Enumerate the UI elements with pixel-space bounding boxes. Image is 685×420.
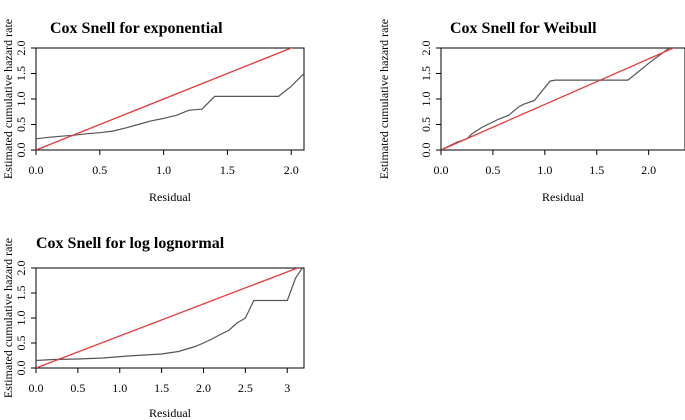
y-tick-label: 1.0 xyxy=(14,92,28,107)
y-tick-label: 1.0 xyxy=(14,311,28,326)
series-line-reference xyxy=(441,48,675,150)
y-tick-label: 0.0 xyxy=(419,143,433,158)
series-line-estimate xyxy=(36,73,304,140)
y-axis-label: Estimated cumulative hazard rate xyxy=(1,238,15,398)
x-axis-label: Residual xyxy=(149,406,192,420)
y-tick-label: 2.0 xyxy=(14,41,28,56)
x-axis-label: Residual xyxy=(149,190,192,204)
chart-panel-3: Cox Snell for log lognormal 0.0 0.5 1.0 1.5 2… xyxy=(1,235,305,420)
x-tick-label: 0.5 xyxy=(70,381,85,395)
y-tick-label: 0.0 xyxy=(14,143,28,158)
x-tick-label: 0.0 xyxy=(29,163,44,177)
y-tick-label: 2.0 xyxy=(14,261,28,276)
x-tick-label: 3 xyxy=(284,381,290,395)
x-tick-label: 2.5 xyxy=(238,381,253,395)
y-tick-label: 0.5 xyxy=(419,117,433,132)
chart-panel-1: Cox Snell for exponential 0.0 0.5 1.0 1.5 2.0… xyxy=(1,19,305,204)
chart-title: Cox Snell for exponential xyxy=(50,20,223,37)
x-tick-label: 0.5 xyxy=(92,163,107,177)
y-tick-label: 2.0 xyxy=(419,41,433,56)
x-tick-label: 2.0 xyxy=(284,163,299,177)
y-tick-label: 0.5 xyxy=(14,336,28,351)
series-line-reference xyxy=(36,268,300,368)
series-line-reference xyxy=(36,48,293,150)
y-axis-label: Estimated cumulative hazard rate xyxy=(1,19,15,179)
chart-title: Cox Snell for log lognormal xyxy=(36,235,225,252)
chart-title: Cox Snell for Weibull xyxy=(450,20,597,37)
series-line-estimate xyxy=(441,48,671,150)
x-tick-label: 1.0 xyxy=(112,381,127,395)
x-tick-label: 0.5 xyxy=(485,163,500,177)
x-tick-label: 1.0 xyxy=(156,163,171,177)
x-tick-label: 1.5 xyxy=(220,163,235,177)
x-tick-label: 1.5 xyxy=(589,163,604,177)
x-tick-label: 2.0 xyxy=(641,163,656,177)
x-tick-label: 1.5 xyxy=(154,381,169,395)
chart-panel-2: Cox Snell for Weibull 0.0 0.5 1.0 1.5 2.0 0.0 0… xyxy=(377,19,685,204)
x-tick-label: 0.0 xyxy=(29,381,44,395)
y-axis-label: Estimated cumulative hazard rate xyxy=(377,19,391,179)
y-tick-label: 1.5 xyxy=(14,286,28,301)
x-tick-label: 2.0 xyxy=(196,381,211,395)
y-tick-label: 1.5 xyxy=(14,66,28,81)
series-line-estimate xyxy=(36,268,304,362)
x-tick-label: 0.0 xyxy=(434,163,449,177)
y-tick-label: 1.5 xyxy=(419,66,433,81)
y-tick-label: 0.0 xyxy=(14,361,28,376)
y-tick-label: 1.0 xyxy=(419,92,433,107)
x-axis-label: Residual xyxy=(542,190,585,204)
x-tick-label: 1.0 xyxy=(537,163,552,177)
y-tick-label: 0.5 xyxy=(14,117,28,132)
